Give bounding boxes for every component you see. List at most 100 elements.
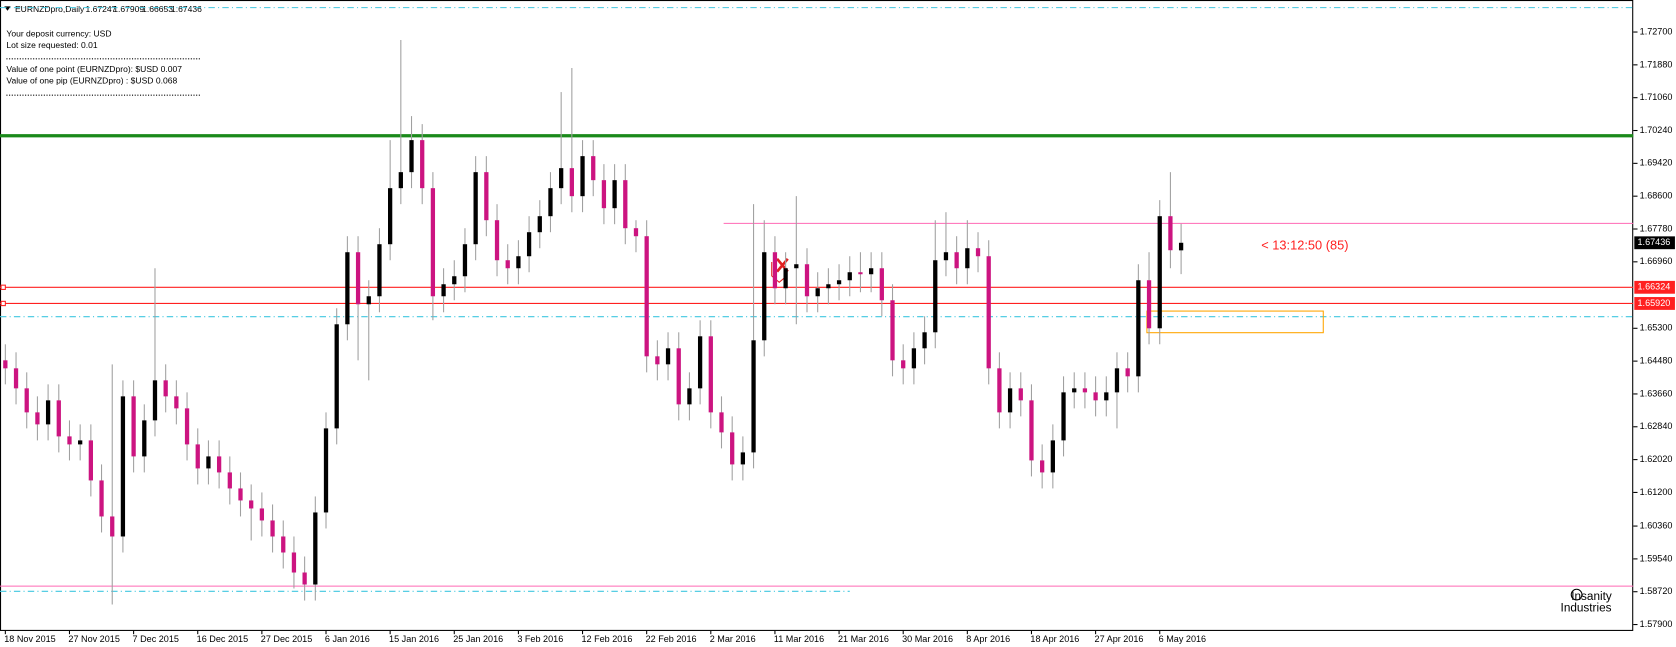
candle-body (954, 252, 959, 269)
candle-body (430, 188, 436, 297)
header-low: 1.66653 (142, 4, 173, 14)
candle-body (484, 172, 489, 221)
y-tick-label: 1.62020 (1640, 454, 1673, 464)
candle-body (826, 284, 831, 289)
candle-body (612, 180, 617, 209)
candle-body (238, 488, 243, 501)
candle-body (110, 516, 115, 537)
candle-body (441, 284, 446, 297)
level-tag (1634, 297, 1675, 310)
candle-body (120, 396, 126, 537)
candle-body (516, 256, 521, 269)
candle-body (1178, 242, 1184, 251)
candle-body (270, 520, 275, 537)
candle-body (986, 256, 991, 369)
info-line: Value of one point (EURNZDpro): $USD 0.0… (6, 64, 182, 74)
candle-body (355, 252, 361, 305)
candle-body (184, 408, 190, 445)
candle-body (366, 296, 371, 305)
candle-body (708, 336, 713, 413)
candle-body (462, 244, 468, 277)
header-close: 1.67436 (171, 4, 202, 14)
candle-body (730, 432, 735, 465)
candle-body (697, 336, 703, 389)
logo-line: Industries (1561, 602, 1612, 615)
candle-body (644, 236, 649, 357)
x-tick-label: 21 Mar 2016 (838, 634, 889, 644)
candle-body (1082, 388, 1088, 393)
logo-icon (1570, 588, 1583, 601)
candle-body (452, 276, 457, 285)
x-tick-label: 27 Dec 2015 (261, 634, 312, 644)
candle-body (216, 456, 222, 473)
price-tag (1634, 236, 1675, 250)
candle-body (601, 180, 607, 209)
x-tick-label: 18 Nov 2015 (4, 634, 55, 644)
level-tag-label: 1.66324 (1638, 282, 1671, 292)
chart-title: EURNZDpro,Daily (15, 4, 85, 14)
x-tick-label: 27 Nov 2015 (68, 634, 119, 644)
candle-body (99, 480, 104, 517)
candle-body (751, 340, 756, 453)
candle-body (559, 168, 564, 189)
plot-frame (0, 0, 1634, 631)
y-tick-label: 1.71060 (1640, 92, 1673, 102)
candle-body (152, 380, 158, 421)
candle-body (420, 140, 425, 189)
candle-body (1104, 392, 1109, 401)
candle-body (24, 388, 29, 413)
candle-body (1018, 388, 1023, 401)
candle-body (1093, 392, 1098, 401)
candle-body (1168, 216, 1173, 251)
candle-body (398, 172, 403, 189)
y-tick-label: 1.68600 (1640, 191, 1673, 201)
candle-body (56, 400, 61, 437)
y-tick-label: 1.72700 (1640, 26, 1673, 36)
candle-body (975, 248, 981, 257)
candle-body (88, 440, 93, 481)
x-tick-label: 6 May 2016 (1159, 634, 1206, 644)
candle-body (665, 348, 671, 365)
candle-body (67, 436, 72, 445)
y-tick-label: 1.62840 (1640, 421, 1673, 431)
info-line: Your deposit currency: USD (6, 28, 111, 38)
candle-body (45, 400, 51, 425)
candle-body (847, 272, 852, 281)
y-tick-label: 1.66960 (1640, 256, 1673, 266)
candle-body (291, 552, 297, 573)
candle-body (302, 572, 307, 585)
candle-body (623, 180, 628, 229)
candle-body (858, 272, 863, 275)
x-tick-label: 30 Mar 2016 (902, 634, 953, 644)
candle-body (1114, 368, 1120, 393)
candle-body (1072, 388, 1077, 393)
candle-body (804, 264, 810, 297)
x-tick-label: 6 Jan 2016 (325, 634, 370, 644)
header-high: 1.67909 (113, 4, 144, 14)
candle-body (388, 188, 393, 245)
candle-body (1029, 400, 1034, 461)
x-tick-label: 16 Dec 2015 (197, 634, 248, 644)
x-tick-label: 11 Mar 2016 (774, 634, 824, 644)
y-tick-label: 1.65300 (1640, 323, 1673, 333)
candle-body (249, 500, 254, 509)
y-tick-label: 1.59540 (1640, 553, 1673, 563)
candle-body (911, 348, 917, 369)
candle-body (206, 456, 211, 469)
y-tick-label: 1.58720 (1640, 586, 1673, 596)
candle-body (548, 188, 553, 217)
candle-body (1136, 280, 1141, 377)
candle-body (195, 444, 200, 469)
candle-body (227, 472, 232, 489)
y-tick-label: 1.61200 (1640, 487, 1673, 497)
level-handle (0, 300, 6, 307)
candle-body (526, 232, 532, 257)
candle-body (1007, 388, 1013, 413)
x-tick-label: 27 Apr 2016 (1095, 634, 1144, 644)
candle-body (901, 360, 906, 369)
candle-body (580, 156, 585, 197)
candle-body (740, 452, 746, 465)
candle-body (377, 244, 382, 297)
y-tick-label: 1.69420 (1640, 158, 1673, 168)
candle-body (1157, 216, 1162, 329)
